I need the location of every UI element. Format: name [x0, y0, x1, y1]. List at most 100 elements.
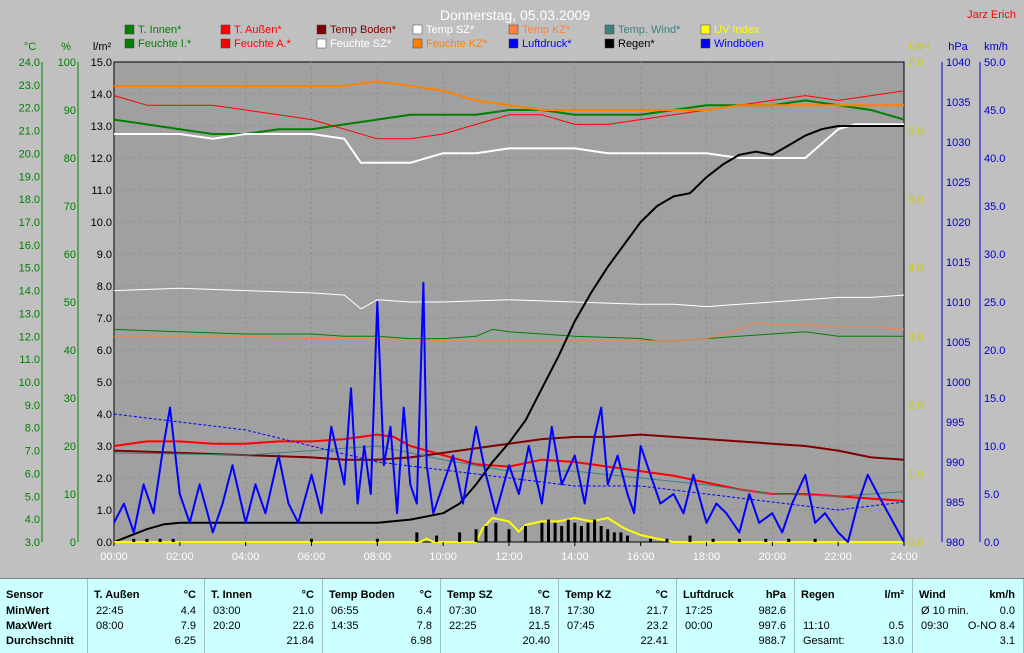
axes: °C 24.0 23.0 22.0 21.0 20.0 19.0 18.0 17.0 16.0 15…: [19, 41, 1008, 549]
stats-row: 06:55 6.4: [323, 603, 440, 619]
tick-label-rain: 1.0: [97, 505, 112, 517]
tick-label-temp_c: 17.0: [19, 217, 40, 229]
legend-label: Feuchte SZ*: [330, 38, 392, 50]
stats-time: 00:00: [685, 620, 713, 632]
stats-value: 0.5: [888, 620, 904, 632]
tick-label-temp_c: 3.0: [25, 537, 40, 549]
tick-label-wind: 10.0: [984, 441, 1005, 453]
tick-label-wind: 0.0: [984, 537, 999, 549]
stats-time: 03:00: [213, 605, 241, 617]
stats-unit: °C: [183, 589, 196, 601]
x-tick-label: 24:00: [890, 551, 918, 563]
stats-time: 07:30: [449, 605, 477, 617]
stats-time: Gesamt:: [803, 635, 845, 647]
axis-label-pressure: hPa: [948, 41, 968, 53]
tick-label-uv: 2.0: [908, 400, 923, 412]
stats-row: 09:30 O-NO 8.4: [913, 618, 1023, 634]
stats-header: Temp Boden: [329, 589, 395, 601]
stats-row: 22:25 21.5: [441, 618, 558, 634]
axis-label-temp_c: °C: [24, 41, 36, 53]
legend-label: Temp. Wind*: [618, 24, 681, 36]
series-line-feuchte_sz: [114, 123, 904, 164]
stats-time: 20:20: [213, 620, 241, 632]
tick-label-temp_c: 10.0: [19, 377, 40, 389]
tick-label-wind: 20.0: [984, 345, 1005, 357]
tick-label-temp_c: 13.0: [19, 308, 40, 320]
legend-label: Feuchte A.*: [234, 38, 292, 50]
stats-value: 982.6: [758, 605, 786, 617]
tick-label-rain: 15.0: [91, 57, 112, 69]
series-line-feuchte_a: [113, 90, 905, 140]
legend-swatch: [124, 38, 135, 49]
tick-label-temp_c: 20.0: [19, 148, 40, 160]
stats-value: 7.8: [416, 620, 432, 632]
tick-label-humidity: 100: [58, 57, 76, 69]
tick-label-temp_c: 11.0: [19, 354, 40, 366]
tick-label-temp_c: 22.0: [19, 103, 40, 115]
stats-value: 23.2: [646, 620, 668, 632]
axis-label-humidity: %: [61, 41, 71, 53]
legend-label: Temp KZ*: [522, 24, 571, 36]
legend-swatch: [220, 24, 231, 35]
tick-label-uv: 4.0: [908, 263, 923, 275]
legend-label: Windböen: [714, 38, 764, 50]
stats-row: 07:30 18.7: [441, 603, 558, 619]
tick-label-humidity: 80: [64, 153, 76, 165]
legend-swatch: [508, 24, 519, 35]
stats-row: T. Außen °C: [88, 587, 204, 603]
tick-label-temp_c: 12.0: [19, 331, 40, 343]
legend-label: Feuchte I.*: [138, 38, 192, 50]
stats-value: 0.0: [999, 605, 1015, 617]
stats-row: Gesamt: 13.0: [795, 633, 912, 649]
tick-label-wind: 25.0: [984, 297, 1005, 309]
stats-time: 17:30: [567, 605, 595, 617]
stats-value: 21.5: [528, 620, 550, 632]
series-line-regen: [113, 125, 904, 543]
stats-row: 07:45 23.2: [559, 618, 676, 634]
legend-swatch: [604, 38, 615, 49]
tick-label-humidity: 70: [64, 201, 76, 213]
tick-label-rain: 9.0: [97, 249, 112, 261]
series-line-feuchte_kz: [114, 80, 904, 111]
tick-label-rain: 10.0: [91, 217, 112, 229]
stats-row: T. Innen °C: [205, 587, 322, 603]
stats-row: 21.84: [205, 633, 322, 649]
tick-label-pressure: 1035: [946, 97, 970, 109]
stats-row: 20:20 22.6: [205, 618, 322, 634]
tick-label-humidity: 0: [70, 537, 76, 549]
stats-row: [795, 603, 912, 619]
tick-label-uv: 5.0: [908, 194, 923, 206]
tick-label-uv: 7.0: [908, 57, 923, 69]
tick-label-uv: 1.0: [908, 468, 923, 480]
tick-label-pressure: 1005: [946, 337, 970, 349]
stats-row-label: MinWert: [6, 605, 50, 617]
chart-author: Jarz Erich: [967, 9, 1016, 21]
stats-row: Durchschnitt: [0, 633, 87, 649]
stats-value: 13.0: [882, 635, 904, 647]
legend-label: Luftdruck*: [522, 38, 572, 50]
tick-label-rain: 13.0: [91, 121, 112, 133]
stats-time: 14:35: [331, 620, 359, 632]
tick-label-pressure: 985: [946, 497, 964, 509]
x-tick-label: 20:00: [759, 551, 787, 563]
tick-label-temp_c: 6.0: [25, 468, 40, 480]
legend-label: UV Index: [714, 24, 760, 36]
stats-unit: °C: [655, 589, 668, 601]
tick-label-uv: 6.0: [908, 126, 923, 138]
tick-label-rain: 2.0: [97, 473, 112, 485]
tick-label-pressure: 995: [946, 417, 964, 429]
tick-label-humidity: 20: [64, 441, 76, 453]
stats-value: 988.7: [758, 635, 786, 647]
stats-value: 6.25: [174, 635, 196, 647]
series-line-temp_sz: [113, 287, 905, 310]
x-tick-label: 02:00: [166, 551, 194, 563]
stats-row: 17:25 982.6: [677, 603, 794, 619]
axis-label-uv: UV-I: [909, 41, 930, 53]
stats-time: 09:30: [921, 620, 949, 632]
stats-row: Temp Boden °C: [323, 587, 440, 603]
series-line-windboeen: [113, 281, 905, 543]
tick-label-temp_c: 21.0: [19, 126, 40, 138]
stats-row: 08:00 7.9: [88, 618, 204, 634]
stats-time: 22:45: [96, 605, 124, 617]
stats-row: 3.1: [913, 633, 1023, 649]
